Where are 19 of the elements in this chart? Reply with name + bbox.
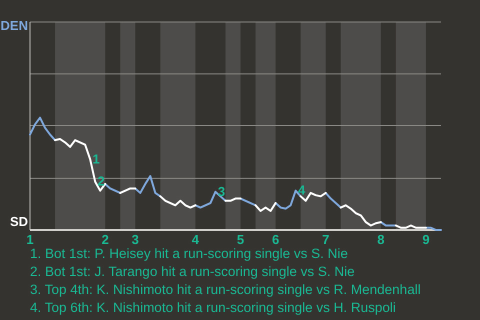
x-tick-label: 3 — [132, 232, 139, 247]
annotation: 3 — [218, 184, 226, 199]
x-tick-label: 4 — [192, 232, 200, 247]
x-tick-label: 8 — [377, 232, 384, 247]
annotation: 2 — [98, 174, 105, 189]
text: 3. Top 4th: K. Nishimoto hit a run-scoring single vs R. Mendenhall — [30, 282, 421, 297]
text: 2. Bot 1st: J. Tarango hit a run-scoring single vs S. Nie — [30, 264, 355, 279]
text: 4. Top 6th: K. Nishimoto hit a run-scoring single vs H. Ruspoli — [30, 300, 396, 315]
x-tick-label: 1 — [26, 232, 34, 247]
text: DEN — [0, 18, 28, 33]
annotation: 1 — [92, 151, 100, 166]
x-tick-label: 2 — [102, 232, 109, 247]
x-tick-label: 7 — [322, 232, 330, 247]
text: SD — [10, 214, 28, 229]
x-tick-label: 6 — [272, 232, 280, 247]
text: 1. Bot 1st: P. Heisey hit a run-scoring single vs S. Nie — [30, 246, 348, 261]
annotation: 4 — [298, 182, 306, 198]
x-tick-label: 5 — [236, 232, 244, 247]
x-tick-label: 9 — [422, 232, 430, 247]
